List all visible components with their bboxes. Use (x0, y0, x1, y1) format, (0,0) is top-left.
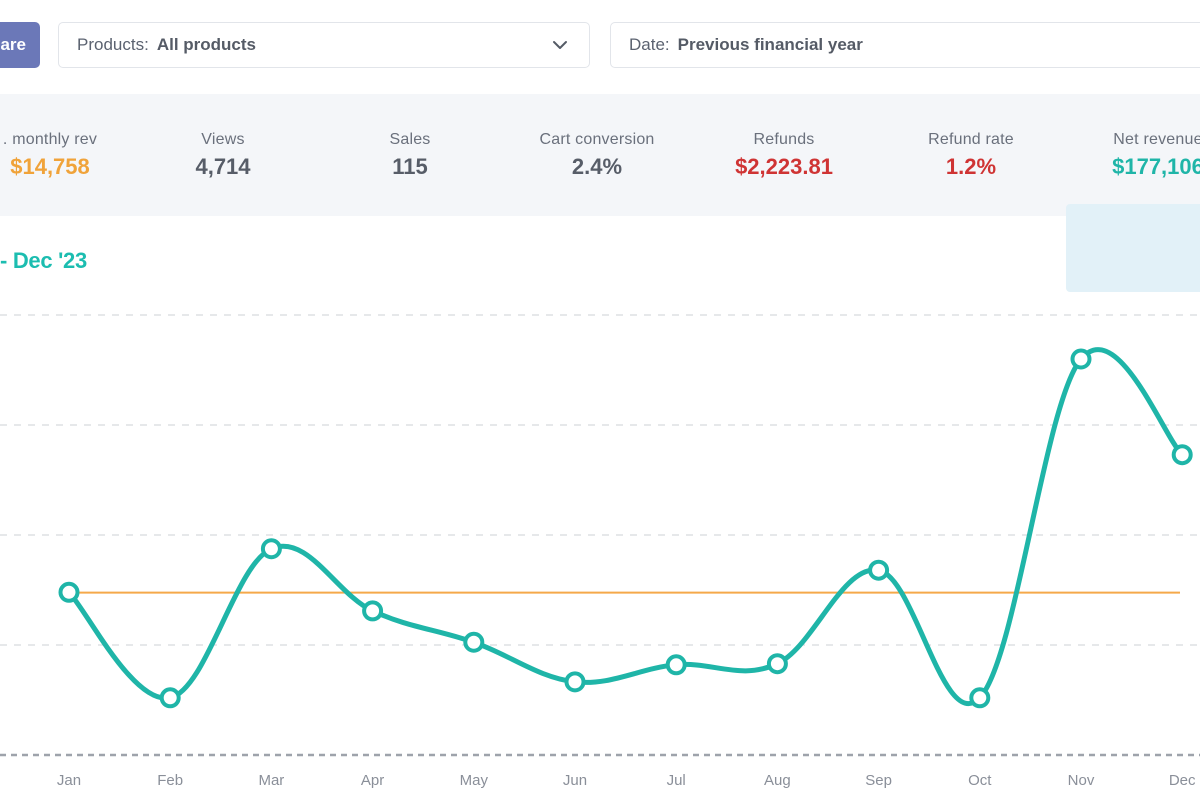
stat-label: Refunds (753, 131, 815, 148)
chart-range-title: - Dec '23 (0, 248, 87, 273)
data-point (969, 687, 991, 709)
data-point (362, 600, 384, 622)
data-point (665, 654, 687, 676)
stats-bar: . monthly rev $14,758 Views 4,714 Sales … (0, 94, 1200, 292)
data-point (564, 671, 586, 693)
stat-sales[interactable]: Sales 115 (389, 94, 430, 216)
stat-net-revenue[interactable]: Net revenue $177,106 (1112, 94, 1200, 216)
x-tick-label: Feb (157, 772, 183, 789)
x-tick-label: Aug (764, 772, 791, 789)
stat-views[interactable]: Views 4,714 (195, 94, 250, 216)
products-filter-key: Products: (77, 35, 149, 54)
x-tick-label: Jul (667, 772, 686, 789)
data-point (463, 631, 485, 653)
stat-label: Cart conversion (539, 131, 655, 148)
x-tick-label: Sep (865, 772, 892, 789)
compare-button[interactable]: are (0, 22, 40, 68)
stat-label: . monthly rev (2, 131, 98, 148)
chevron-down-icon (553, 41, 567, 49)
data-point (260, 538, 282, 560)
stat-value: $2,223.81 (735, 154, 833, 179)
stat-label: Views (201, 131, 245, 148)
stat-value: 115 (392, 154, 428, 179)
products-filter-dropdown[interactable]: Products: All products (58, 22, 590, 68)
stat-label: Sales (389, 131, 431, 148)
stat-refunds[interactable]: Refunds $2,223.81 (735, 94, 833, 216)
x-tick-label: Jan (57, 772, 81, 789)
x-tick-label: May (460, 772, 489, 789)
revenue-series-line (66, 347, 1185, 706)
stat-value: 1.2% (945, 154, 997, 179)
compare-button-label: are (0, 35, 26, 54)
x-tick-label: Jun (563, 772, 587, 789)
x-tick-label: Apr (361, 772, 384, 789)
net-revenue-card-highlight[interactable] (1066, 204, 1200, 292)
data-point (159, 687, 181, 709)
stat-label: Net revenue (1113, 131, 1200, 148)
stat-cart-conversion[interactable]: Cart conversion 2.4% (539, 94, 654, 216)
stat-value: $177,106 (1112, 154, 1200, 179)
stat-value: 4,714 (195, 154, 251, 179)
data-point (868, 559, 890, 581)
data-point (1171, 444, 1193, 466)
stat-label: Refund rate (928, 131, 1014, 148)
stat-avg-monthly-rev[interactable]: . monthly rev $14,758 (3, 94, 97, 216)
date-filter-dropdown[interactable]: Date: Previous financial year (610, 22, 1200, 68)
data-point (58, 581, 80, 603)
x-tick-label: Mar (258, 772, 284, 789)
date-filter-value: Previous financial year (677, 35, 863, 54)
data-point (1070, 348, 1092, 370)
stat-value: $14,758 (10, 154, 90, 179)
x-tick-label: Dec (1169, 772, 1196, 789)
stat-refund-rate[interactable]: Refund rate 1.2% (928, 94, 1014, 216)
x-tick-label: Nov (1068, 772, 1095, 789)
data-point (766, 653, 788, 675)
products-filter-value: All products (156, 35, 256, 54)
date-filter-key: Date: (629, 35, 670, 54)
x-tick-label: Oct (968, 772, 992, 789)
stat-value: 2.4% (571, 154, 623, 179)
